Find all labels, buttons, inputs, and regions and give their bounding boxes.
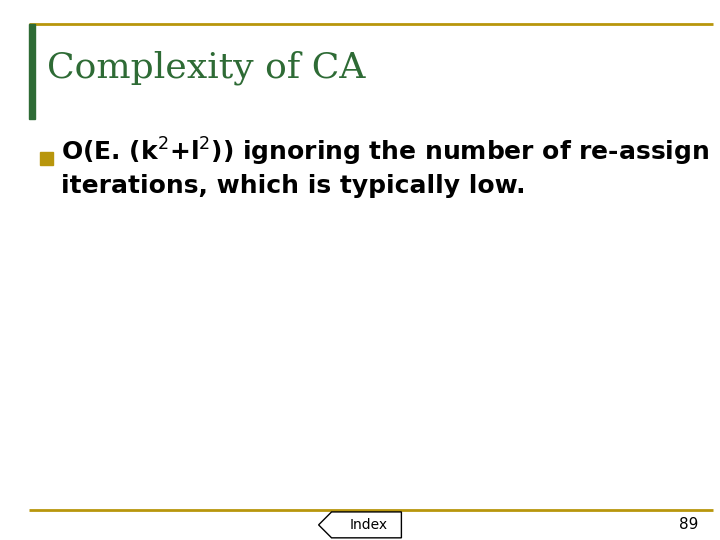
Text: Complexity of CA: Complexity of CA: [47, 50, 365, 85]
Text: O(E. (k$^2$+l$^2$)) ignoring the number of re-assign: O(E. (k$^2$+l$^2$)) ignoring the number …: [61, 136, 709, 168]
Text: 89: 89: [679, 517, 698, 532]
Bar: [40, 152, 53, 165]
Bar: [29, 24, 35, 119]
Text: Index: Index: [350, 518, 387, 532]
Text: iterations, which is typically low.: iterations, which is typically low.: [61, 174, 526, 198]
